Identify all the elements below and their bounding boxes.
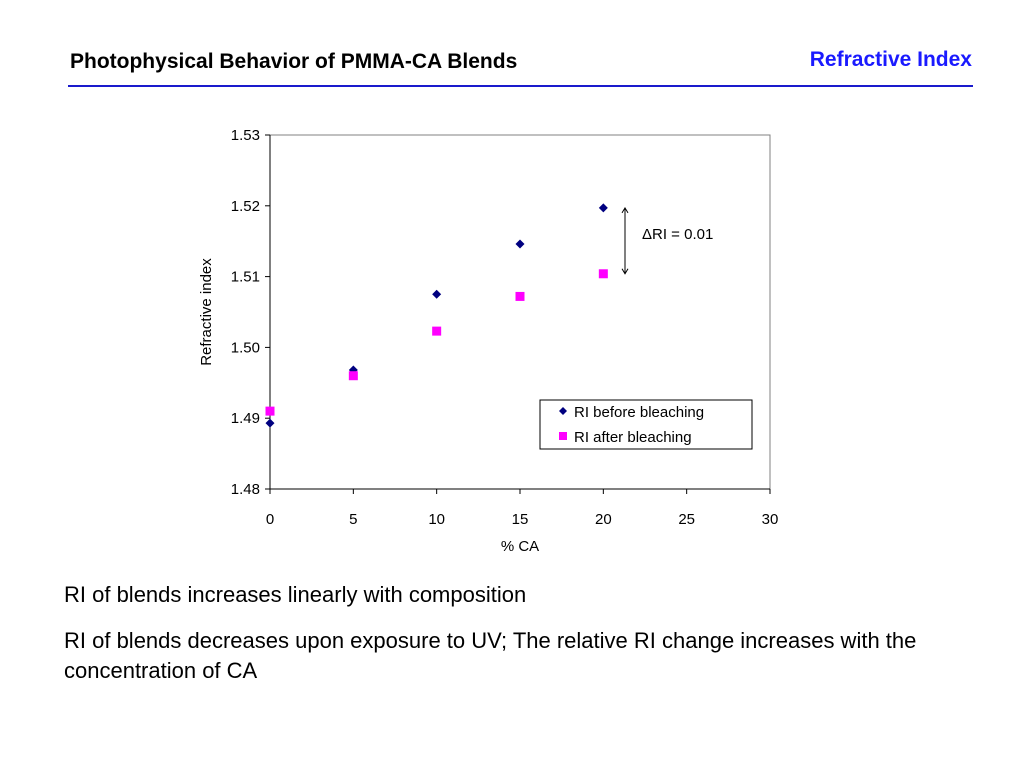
slide-title: Photophysical Behavior of PMMA-CA Blends bbox=[70, 50, 518, 73]
x-tick-label: 30 bbox=[762, 511, 779, 528]
delta-ri-arrowhead-bottom bbox=[621, 268, 629, 275]
x-tick-label: 15 bbox=[512, 511, 529, 528]
legend-label-after: RI after bleaching bbox=[574, 429, 692, 446]
legend-marker-after bbox=[559, 432, 567, 440]
legend-label-before: RI before bleaching bbox=[574, 404, 704, 421]
data-point-after-bleaching bbox=[265, 406, 275, 416]
axes: 1.48 1.49 1.50 1.51 1.52 1.53 0 5 10 15 20 25 30 bbox=[231, 127, 779, 528]
x-tick-label: 0 bbox=[266, 511, 274, 528]
data-point-before-bleaching bbox=[432, 289, 442, 299]
delta-ri-label: ΔRI = 0.01 bbox=[642, 226, 713, 243]
y-tick-label: 1.51 bbox=[231, 269, 260, 286]
legend: RI before bleaching RI after bleaching bbox=[539, 399, 753, 450]
refractive-index-chart: 1.48 1.49 1.50 1.51 1.52 1.53 0 5 10 15 20 25 30 ΔRI… bbox=[198, 127, 779, 555]
data-point-before-bleaching bbox=[598, 203, 608, 213]
bullet-point: RI of blends increases linearly with com… bbox=[64, 582, 527, 607]
x-tick-label: 5 bbox=[349, 511, 357, 528]
data-point-after-bleaching bbox=[432, 326, 442, 336]
title-divider bbox=[68, 85, 973, 87]
y-tick-label: 1.49 bbox=[231, 410, 260, 427]
x-tick-label: 20 bbox=[595, 511, 612, 528]
y-tick-label: 1.53 bbox=[231, 127, 260, 144]
x-tick-label: 10 bbox=[428, 511, 445, 528]
y-axis-label: Refractive index bbox=[198, 258, 215, 366]
annotation: ΔRI = 0.01 bbox=[621, 206, 713, 275]
y-tick-label: 1.50 bbox=[231, 339, 260, 356]
y-tick-label: 1.52 bbox=[231, 198, 260, 215]
data-point-after-bleaching bbox=[598, 269, 608, 279]
data-point-before-bleaching bbox=[265, 418, 275, 428]
section-title: Refractive Index bbox=[809, 48, 972, 71]
data-point-after-bleaching bbox=[348, 371, 358, 381]
y-tick-label: 1.48 bbox=[231, 481, 260, 498]
legend-marker-before bbox=[559, 407, 567, 415]
data-point-after-bleaching bbox=[515, 291, 525, 301]
legend-box bbox=[539, 399, 753, 450]
bullet-point: RI of blends decreases upon exposure to … bbox=[64, 628, 917, 683]
x-axis-label: % CA bbox=[501, 538, 539, 555]
data-point-before-bleaching bbox=[515, 239, 525, 249]
delta-ri-arrowhead-top bbox=[621, 206, 629, 214]
x-tick-label: 25 bbox=[678, 511, 695, 528]
data-points bbox=[265, 203, 608, 428]
